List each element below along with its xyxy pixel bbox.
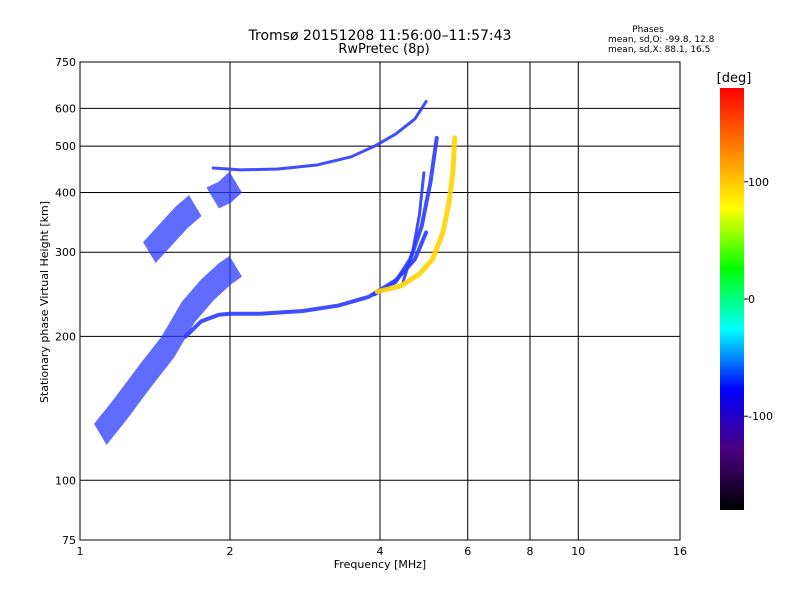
y-tick-label: 500 [55, 140, 76, 153]
stats-x-mode: mean, sd,X: 88.1, 16.5 [608, 45, 710, 55]
y-tick-label: 600 [55, 102, 76, 115]
x-tick-label: 6 [464, 545, 471, 558]
y-tick-label: 100 [55, 474, 76, 487]
x-tick-label: 1 [77, 545, 84, 558]
y-tick-label: 200 [55, 330, 76, 343]
echo-cloud [143, 195, 202, 264]
y-tick-label: 300 [55, 246, 76, 259]
y-tick-label: 400 [55, 186, 76, 199]
chart-subtitle: RwPretec (8p) [338, 42, 429, 57]
stats-o-mode: mean, sd,O: -99.8, 12.8 [608, 35, 715, 45]
chart-title: Tromsø 20151208 11:56:00–11:57:43 [248, 28, 512, 44]
y-tick-label: 75 [62, 534, 76, 547]
x-axis-label: Frequency [MHz] [334, 558, 426, 571]
stats-title: Phases [632, 25, 664, 35]
x-tick-label: 10 [571, 545, 585, 558]
echo-trace [372, 136, 439, 297]
x-tick-label: 8 [527, 545, 534, 558]
y-axis-label: Stationary phase Virtual Height [km] [38, 201, 51, 403]
x-tick-label: 4 [377, 545, 384, 558]
colorbar: 100 0 -100 [720, 88, 773, 510]
colorbar-tick-label: 100 [748, 176, 769, 189]
axis-ticks: 1 2 4 6 8 10 16 75 100 200 300 400 500 600 750 [55, 56, 687, 558]
echo-cloud [206, 171, 242, 209]
colorbar-tick-label: -100 [748, 410, 773, 423]
x-tick-label: 16 [673, 545, 687, 558]
echo-trace [374, 135, 458, 295]
echo-cloud [94, 255, 243, 445]
data-marks [94, 100, 458, 445]
echo-trace [401, 171, 426, 284]
echo-trace [211, 100, 428, 172]
colorbar-tick-label: 0 [748, 293, 755, 306]
y-tick-label: 750 [55, 56, 76, 69]
colorbar-label: [deg] [717, 71, 752, 86]
colorbar-scale [720, 88, 744, 510]
grid [80, 62, 680, 540]
x-tick-label: 2 [227, 545, 234, 558]
